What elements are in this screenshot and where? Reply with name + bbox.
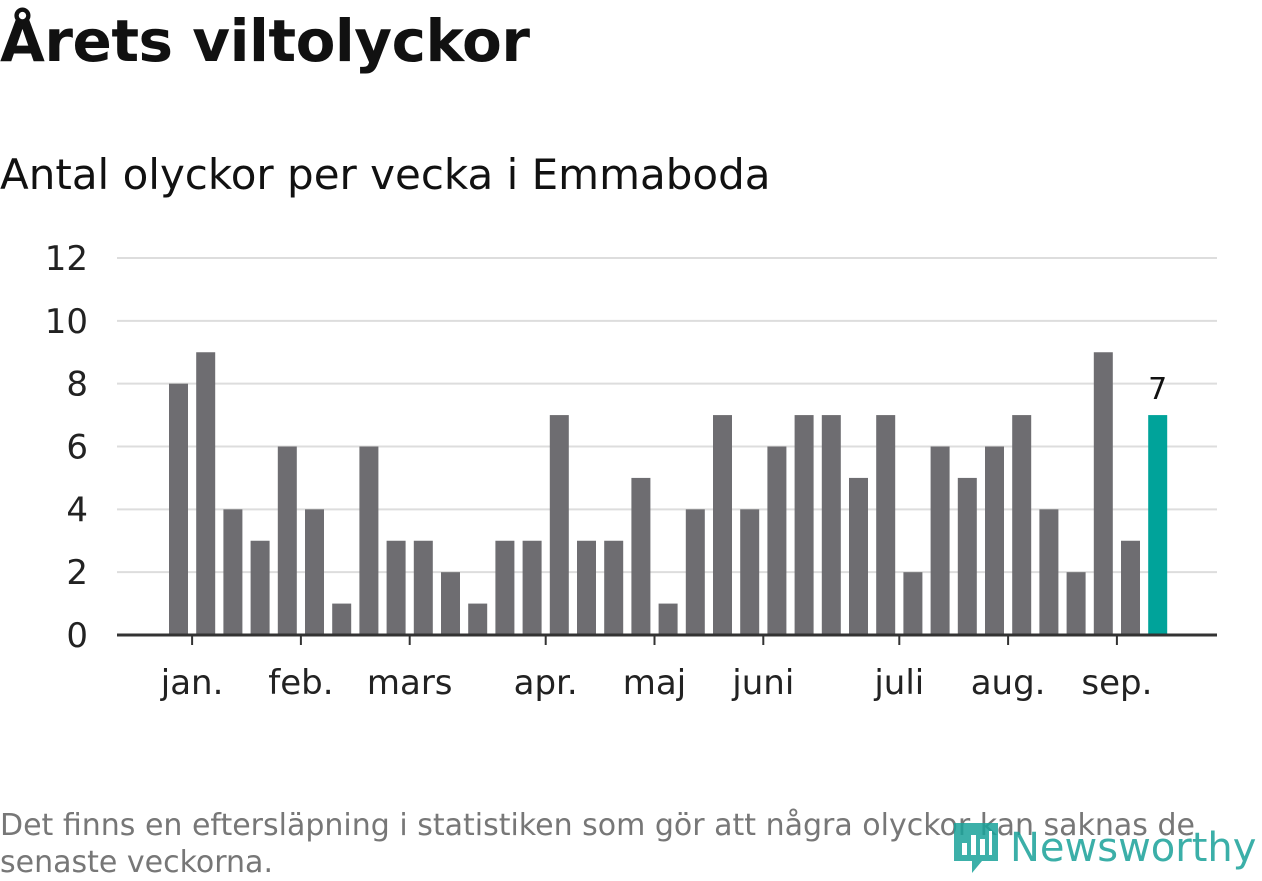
- bar: [631, 477, 651, 635]
- x-tick-label: feb.: [268, 663, 333, 703]
- x-tick-label: juni: [731, 663, 794, 703]
- bar: [930, 446, 950, 635]
- bar: [740, 509, 760, 635]
- newsworthy-logo-icon: [954, 823, 998, 873]
- bar: [713, 415, 732, 635]
- x-tick-label: apr.: [514, 663, 578, 703]
- bar: [549, 415, 569, 635]
- bar: [495, 540, 515, 635]
- y-tick-label: 0: [66, 616, 88, 656]
- bar: [1093, 352, 1113, 635]
- bar: [1121, 540, 1140, 635]
- bar: [522, 540, 542, 635]
- bar: [876, 415, 896, 635]
- bar: [604, 540, 624, 635]
- x-axis-ticks: jan. feb. mars apr. maj juni juli aug. sep.: [160, 635, 1152, 703]
- bar-highlight: [1148, 415, 1168, 635]
- y-tick-label: 2: [66, 553, 88, 593]
- bar: [468, 603, 488, 635]
- bars: [169, 352, 1168, 635]
- bar: [849, 477, 868, 635]
- x-tick-label: jan.: [160, 663, 224, 703]
- gridlines: [117, 257, 1217, 574]
- newsworthy-logo: Newsworthy: [950, 818, 1256, 878]
- bar: [1066, 572, 1086, 635]
- bar: [1039, 509, 1059, 635]
- bar: [332, 603, 352, 635]
- y-tick-label: 6: [66, 428, 88, 468]
- bar: [767, 446, 787, 635]
- x-tick-label: maj: [623, 663, 686, 703]
- bar: [577, 540, 596, 635]
- y-tick-label: 8: [66, 365, 88, 405]
- bar: [821, 415, 841, 635]
- last-value-label: 7: [1148, 372, 1167, 407]
- y-tick-label: 12: [45, 239, 88, 279]
- bar: [250, 540, 270, 635]
- bar: [794, 415, 814, 635]
- x-tick-label: aug.: [971, 663, 1046, 703]
- bar: [413, 540, 433, 635]
- data-labels: 7: [1148, 372, 1167, 407]
- bar: [685, 509, 705, 635]
- bar: [386, 540, 406, 635]
- bar: [658, 603, 678, 635]
- bar: [441, 572, 460, 635]
- chart-title: Årets viltolyckor: [0, 7, 530, 75]
- bar: [985, 446, 1004, 635]
- y-tick-label: 4: [66, 490, 88, 530]
- bar: [223, 509, 243, 635]
- bar: [196, 352, 216, 635]
- y-axis-ticks: 0 2 4 6 8 10 12: [45, 239, 88, 656]
- bar: [1012, 415, 1032, 635]
- bar: [903, 572, 923, 635]
- bar: [305, 509, 324, 635]
- bar: [957, 477, 977, 635]
- newsworthy-logo-text: Newsworthy: [1010, 825, 1257, 871]
- x-tick-label: mars: [367, 663, 453, 703]
- x-tick-label: juli: [873, 663, 924, 703]
- bar: [277, 446, 297, 635]
- y-tick-label: 10: [45, 302, 88, 342]
- bar: [169, 383, 188, 635]
- x-tick-label: sep.: [1081, 663, 1152, 703]
- chart-subtitle: Antal olyckor per vecka i Emmaboda: [0, 150, 771, 199]
- bar: [359, 446, 379, 635]
